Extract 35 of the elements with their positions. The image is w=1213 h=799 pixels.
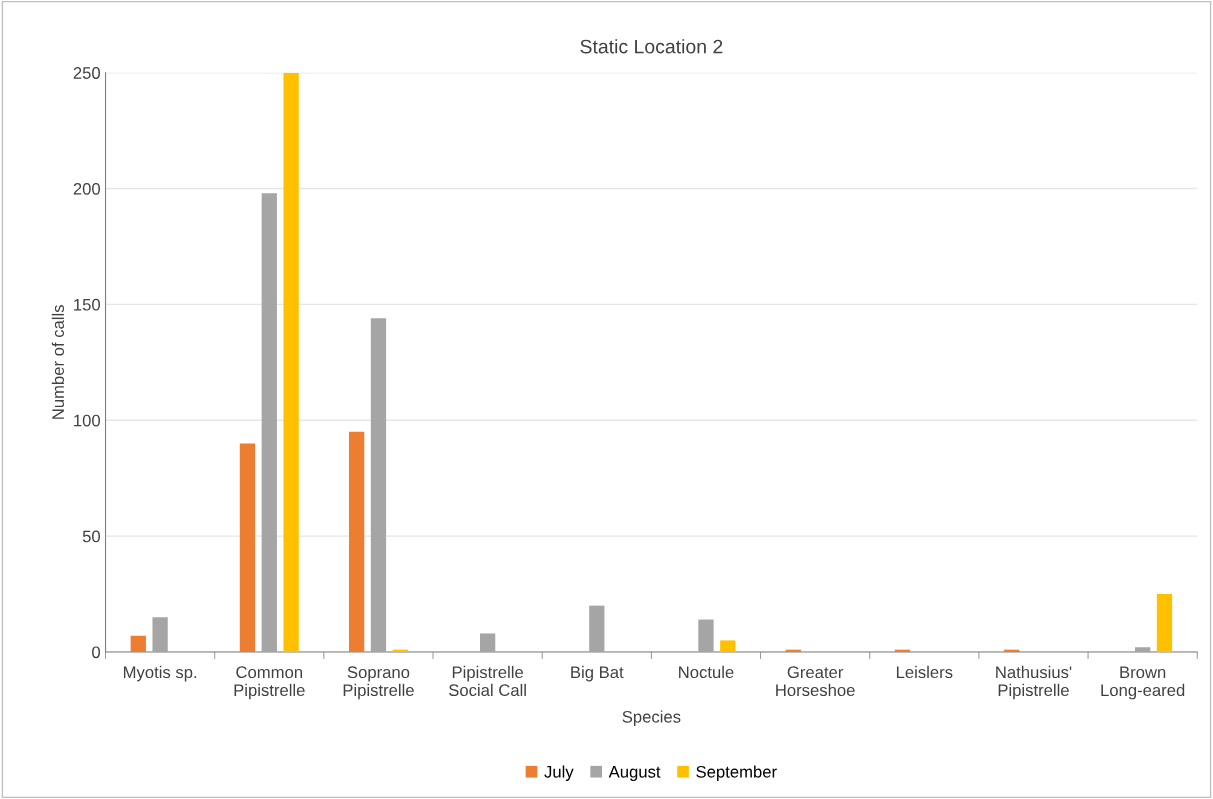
x-axis-title: Species xyxy=(622,710,681,727)
x-tick-label: Big Bat xyxy=(571,665,624,682)
bar xyxy=(130,635,146,652)
x-tick-label: Myotis sp. xyxy=(123,665,197,682)
bar xyxy=(1156,594,1173,652)
x-tick-label: Brown Long-eared xyxy=(1101,666,1185,700)
legend-label: July xyxy=(544,765,574,781)
bar xyxy=(239,443,256,652)
bar xyxy=(261,193,277,652)
x-tick-label: Greater Horseshoe xyxy=(776,666,855,697)
y-axis-title: Number of calls xyxy=(51,305,65,419)
chart-title: Static Location 2 xyxy=(580,39,723,54)
y-tick-label: 200 xyxy=(73,182,101,195)
y-tick-label: 250 xyxy=(73,67,101,79)
bar xyxy=(1135,647,1151,652)
x-tick-label: Common Pipistrelle xyxy=(234,666,305,700)
bar xyxy=(698,619,714,652)
y-tick-label: 0 xyxy=(92,646,101,659)
bar xyxy=(479,633,496,652)
bar xyxy=(152,617,168,652)
bar xyxy=(348,431,365,652)
bar xyxy=(720,640,736,652)
bar xyxy=(370,318,387,652)
y-tick-label: 150 xyxy=(74,298,101,311)
x-tick-label: Soprano Pipistrelle xyxy=(343,666,414,700)
x-tick-label: Noctule xyxy=(679,665,734,679)
y-tick-label: 100 xyxy=(74,414,101,427)
x-tick-label: Leislers xyxy=(896,665,953,679)
x-tick-label: Nathusius' Pipistrelle xyxy=(996,665,1072,700)
bar xyxy=(589,605,605,652)
legend-label: August xyxy=(608,766,661,781)
legend-label: September xyxy=(696,765,777,781)
x-tick-label: Pipistrelle Social Call xyxy=(449,665,526,697)
y-tick-label: 50 xyxy=(82,530,101,543)
bar xyxy=(283,72,299,652)
